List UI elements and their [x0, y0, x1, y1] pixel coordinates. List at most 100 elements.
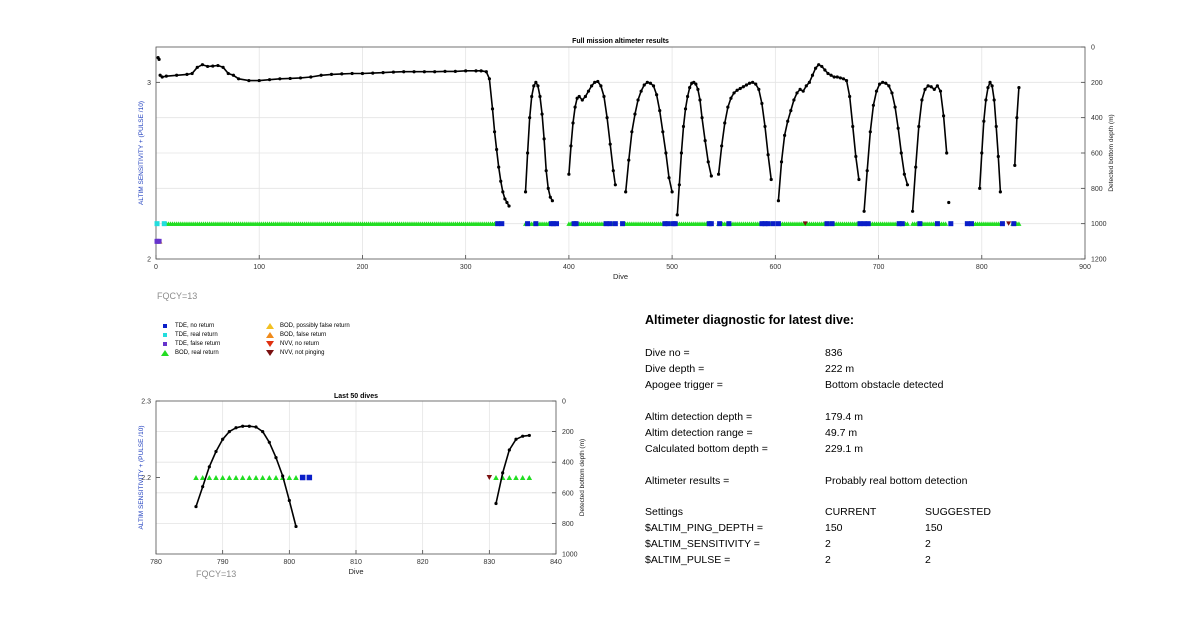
top-depth-point — [548, 195, 552, 199]
top-depth-point — [231, 73, 236, 77]
settings-label: Settings — [645, 506, 683, 518]
top-depth-point — [935, 84, 939, 88]
top-depth-point — [309, 75, 313, 79]
legend-marker-icon — [160, 322, 170, 330]
diag-value: Probably real bottom detection — [825, 475, 968, 487]
bottom-y-left-tick-label: 2.3 — [141, 399, 151, 406]
legend-item: NVV, no return — [265, 340, 319, 348]
top-depth-point — [996, 154, 1000, 159]
top-marker-bod-real-return — [943, 221, 949, 226]
setting-suggested: 2 — [925, 538, 931, 550]
top-depth-point — [586, 89, 591, 93]
bottom-fqcy-label: FQCY=13 — [196, 569, 237, 579]
bottom-marker-bod-real-return — [239, 475, 246, 480]
setting-row-pulse: $ALTIM_PULSE = 2 2 — [645, 554, 1165, 568]
top-marker-tde-no-return — [533, 221, 539, 227]
top-x-tick-label: 900 — [1079, 264, 1091, 271]
top-depth-point — [487, 77, 492, 81]
top-marker-tde-no-return — [759, 221, 765, 227]
settings-current-header: CURRENT — [825, 506, 877, 518]
bottom-depth-point — [247, 424, 251, 428]
diag-row-results: Altimeter results = Probably real bottom … — [645, 475, 1165, 489]
bottom-marker-bod-real-return — [293, 475, 299, 480]
top-depth-point — [528, 116, 532, 120]
top-depth-point — [911, 209, 915, 213]
bottom-depth-point — [281, 474, 285, 478]
top-depth-point — [685, 94, 690, 99]
top-depth-point — [530, 94, 534, 99]
diag-label: Altim detection depth = — [645, 411, 753, 423]
top-depth-point — [757, 87, 761, 91]
top-depth-point — [923, 87, 927, 91]
top-depth-point — [627, 158, 631, 162]
top-marker-tde-no-return — [896, 221, 902, 227]
top-depth-point — [497, 165, 501, 169]
top-depth-point — [474, 69, 478, 73]
top-marker-tde-no-return — [857, 221, 863, 227]
top-depth-line — [524, 81, 554, 202]
bottom-depth-point — [214, 449, 218, 454]
top-marker-tde-no-return — [550, 221, 556, 227]
bottom-depth-point — [241, 424, 245, 428]
top-depth-point — [479, 69, 483, 73]
top-depth-point — [920, 98, 924, 102]
legend-label: BOD, false return — [280, 332, 327, 338]
top-x-tick-label: 100 — [253, 264, 265, 271]
top-depth-point — [992, 98, 996, 102]
top-depth-point — [507, 204, 511, 208]
setting-row-ping-depth: $ALTIM_PING_DEPTH = 150 150 — [645, 522, 1165, 536]
top-depth-point — [868, 130, 872, 134]
top-depth-point — [319, 73, 323, 77]
top-depth-point — [709, 174, 713, 178]
top-depth-point — [589, 84, 594, 88]
top-depth-point — [599, 84, 603, 88]
top-depth-point — [696, 87, 700, 91]
top-depth-point — [503, 197, 507, 201]
top-depth-point — [941, 114, 946, 118]
top-marker-bod-real-return — [904, 221, 910, 226]
top-marker-tde-no-return — [662, 221, 668, 227]
top-marker-tde-no-return — [770, 221, 776, 227]
top-depth-point — [538, 94, 542, 99]
top-depth-point — [789, 109, 793, 113]
top-depth-point — [881, 80, 885, 84]
bottom-x-tick-label: 810 — [350, 559, 362, 566]
top-marker-tde-no-return — [499, 221, 505, 227]
top-depth-point — [534, 80, 538, 84]
bottom-marker-tde-no-return — [306, 474, 313, 481]
legend-label: TDE, false return — [175, 341, 221, 347]
diag-value: 179.4 m — [825, 411, 863, 423]
bottom-depth-point — [221, 437, 225, 441]
top-depth-point — [670, 190, 674, 194]
diag-row-detection-range: Altim detection range = 49.7 m — [645, 427, 1165, 441]
top-marker-tde-no-return — [948, 221, 954, 227]
legend-marker-icon — [265, 322, 275, 330]
top-depth-point — [1015, 116, 1019, 120]
diag-row-dive-no: Dive no = 836 — [645, 347, 1165, 361]
diag-value: 836 — [825, 347, 843, 359]
top-depth-point — [1013, 163, 1017, 167]
top-depth-point — [596, 79, 600, 84]
top-depth-point — [501, 190, 505, 194]
top-depth-point — [226, 71, 230, 76]
bottom-marker-bod-real-return — [513, 475, 519, 480]
top-marker-tde-no-return — [554, 221, 560, 227]
top-depth-point — [857, 177, 861, 182]
top-depth-point — [902, 172, 906, 176]
bottom-marker-bod-real-return — [273, 475, 279, 480]
bottom-depth-point — [267, 440, 271, 444]
bottom-marker-bod-real-return — [286, 475, 293, 480]
top-depth-point — [655, 93, 659, 97]
top-depth-point — [848, 94, 852, 99]
top-depth-point — [583, 94, 588, 99]
top-depth-point — [760, 101, 764, 106]
top-depth-point — [783, 133, 787, 137]
top-depth-point — [741, 85, 745, 89]
top-marker-tde-no-return — [824, 221, 830, 227]
bottom-depth-point — [527, 433, 531, 438]
top-depth-point — [905, 183, 910, 187]
top-depth-point — [453, 69, 457, 73]
diag-row-detection-depth: Altim detection depth = 179.4 m — [645, 411, 1165, 425]
top-marker-tde-no-return — [665, 221, 671, 227]
top-depth-point — [817, 63, 821, 67]
